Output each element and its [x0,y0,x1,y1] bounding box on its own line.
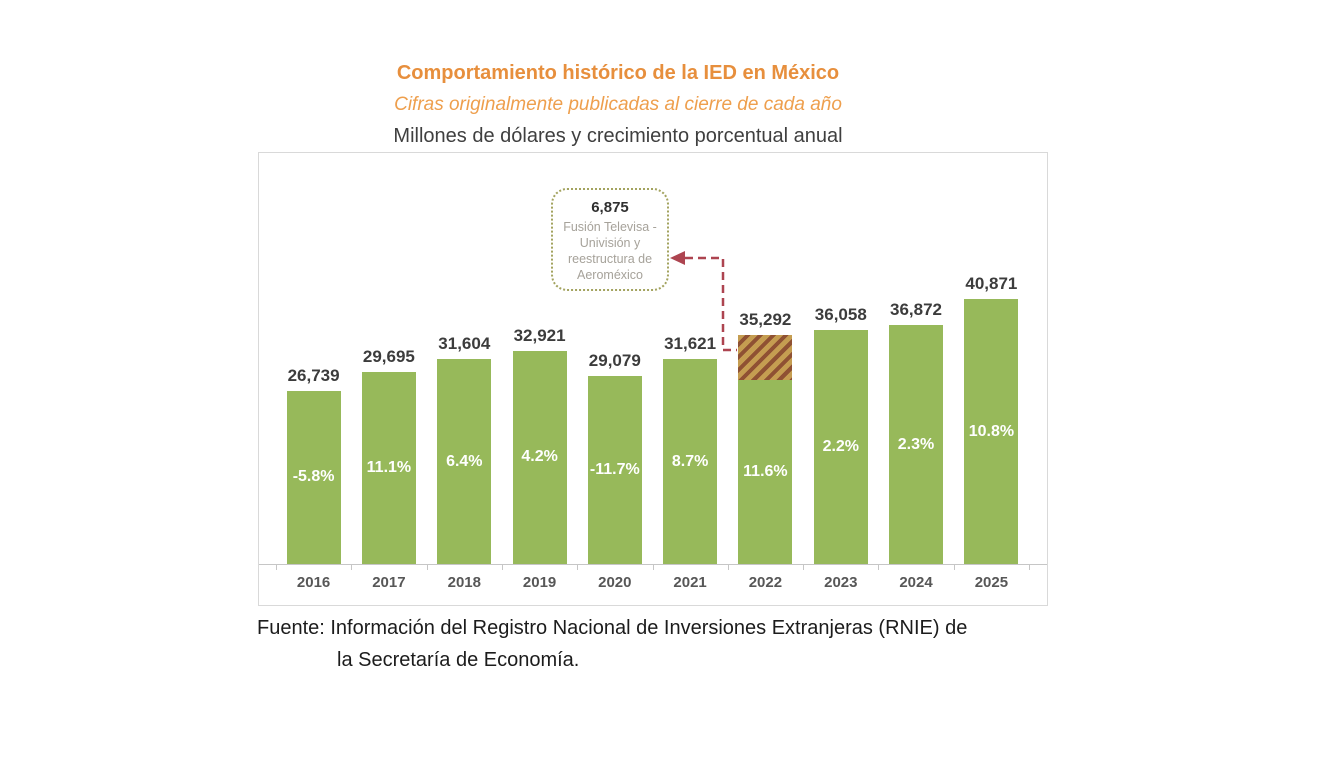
x-axis-tick [953,564,955,570]
bar-value-label-2016: 26,739 [287,365,340,385]
annotation-text-line: Aeroméxico [577,268,643,282]
chart-title: Comportamiento histórico de la IED en Mé… [396,62,840,84]
bar-growth-label-2024: 2.3% [897,435,935,453]
source-note: Fuente: Información del Registro Naciona… [257,612,967,676]
source-line-1: Fuente: Información del Registro Naciona… [257,617,968,639]
x-axis-label-2019: 2019 [522,574,557,591]
x-axis-label-2018: 2018 [447,574,481,591]
bar-growth-label-2019: 4.2% [521,448,558,466]
annotation-value: 6,875 [591,199,629,216]
bar-value-label-2024: 36,872 [890,299,942,319]
bar-hatch-segment [738,335,793,380]
x-axis-tick [727,564,729,570]
bar-value-label-2020: 29,079 [588,350,641,370]
bar-2018 [437,359,492,564]
chart-area: 6,875 Fusión Televisa - Univisión y reestr… [258,152,1048,606]
bar-growth-label-2020: -11.7% [589,460,640,478]
bar-2025 [964,299,1019,564]
bar-value-label-2023: 36,058 [814,305,867,325]
x-axis-tick [426,564,428,570]
bar-value-label-2018: 31,604 [438,334,491,354]
annotation-text: Fusión Televisa - Univisión y reestructura… [553,219,667,283]
bar-value-label-2017: 29,695 [362,346,415,366]
x-axis-tick [878,564,880,570]
chart-units-line: Millones de dólares y crecimiento porcen… [393,125,843,147]
bar-value-label-2022: 35,292 [739,310,792,330]
bar-growth-label-2018: 6.4% [446,452,483,470]
source-line-2: la Secretaría de Economía. [337,649,580,671]
x-axis-label-2021: 2021 [673,574,707,591]
x-axis-label-2023: 2023 [824,574,858,591]
bar-2019 [512,350,567,564]
x-axis-tick [577,564,579,570]
bar-2022 [738,335,793,564]
x-axis-label-2017: 2017 [372,574,406,591]
x-axis-tick [1029,564,1030,570]
bar-2016 [286,390,341,564]
x-axis-tick [803,564,805,570]
bar-growth-label-2017: 11.1% [366,458,412,476]
bar-value-label-2025: 40,871 [965,274,1018,293]
bar-2017 [361,371,416,564]
chart-header: Comportamiento histórico de la IED en Mé… [258,62,978,148]
bar-growth-label-2016: -5.8% [292,468,335,486]
annotation-text-line: reestructura de [567,252,653,266]
chart-subtitle: Cifras originalmente publicadas al cierr… [394,94,842,115]
bar-2023 [813,330,868,564]
bar-growth-label-2025: 10.8% [968,422,1015,440]
bar-growth-label-2021: 8.7% [671,452,709,470]
bar-value-label-2019: 32,921 [513,325,566,345]
bar-2020 [587,375,642,564]
x-axis-label-2020: 2020 [598,574,632,591]
annotation-arrowhead-icon [670,251,685,265]
x-axis-label-2022: 2022 [748,574,783,591]
annotation-callout: 6,875 Fusión Televisa - Univisión y reestr… [551,188,669,291]
annotation-text-line: Fusión Televisa - [563,220,657,234]
bar-value-label-2021: 31,621 [664,334,717,353]
x-axis-label-2016: 2016 [296,574,331,591]
x-axis-tick [276,564,277,570]
x-axis-tick [351,564,353,570]
bar-2021 [663,359,718,564]
bar-growth-label-2022: 11.6% [743,462,788,480]
x-axis-tick [501,564,503,570]
x-axis-label-2025: 2025 [974,574,1009,591]
bar-growth-label-2023: 2.2% [822,438,860,456]
bar-2024 [889,324,943,564]
x-axis-tick [652,564,654,570]
annotation-text-line: Univisión y [579,236,641,250]
x-axis-label-2024: 2024 [899,574,933,591]
